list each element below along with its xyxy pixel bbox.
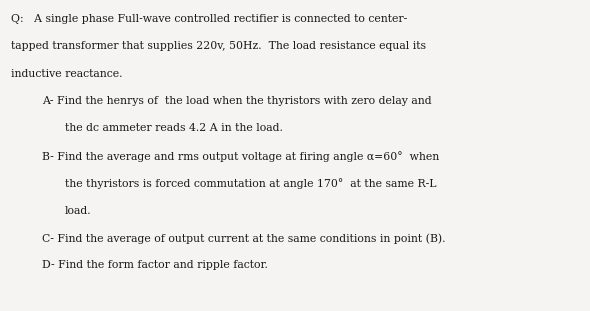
Text: tapped transformer that supplies 220v, 50Hz.  The load resistance equal its: tapped transformer that supplies 220v, 5… — [11, 41, 425, 51]
Text: A- Find the henrys of  the load when the thyristors with zero delay and: A- Find the henrys of the load when the … — [42, 96, 432, 106]
Text: C- Find the average of output current at the same conditions in point (B).: C- Find the average of output current at… — [42, 233, 446, 244]
Text: inductive reactance.: inductive reactance. — [11, 69, 122, 79]
Text: D- Find the form factor and ripple factor.: D- Find the form factor and ripple facto… — [42, 260, 268, 270]
Text: B- Find the average and rms output voltage at firing angle α=60°  when: B- Find the average and rms output volta… — [42, 151, 440, 162]
Text: load.: load. — [65, 206, 91, 216]
Text: the thyristors is forced commutation at angle 170°  at the same R-L: the thyristors is forced commutation at … — [65, 178, 437, 189]
Text: the dc ammeter reads 4.2 A in the load.: the dc ammeter reads 4.2 A in the load. — [65, 123, 283, 133]
Text: Q:   A single phase Full-wave controlled rectifier is connected to center-: Q: A single phase Full-wave controlled r… — [11, 14, 407, 24]
